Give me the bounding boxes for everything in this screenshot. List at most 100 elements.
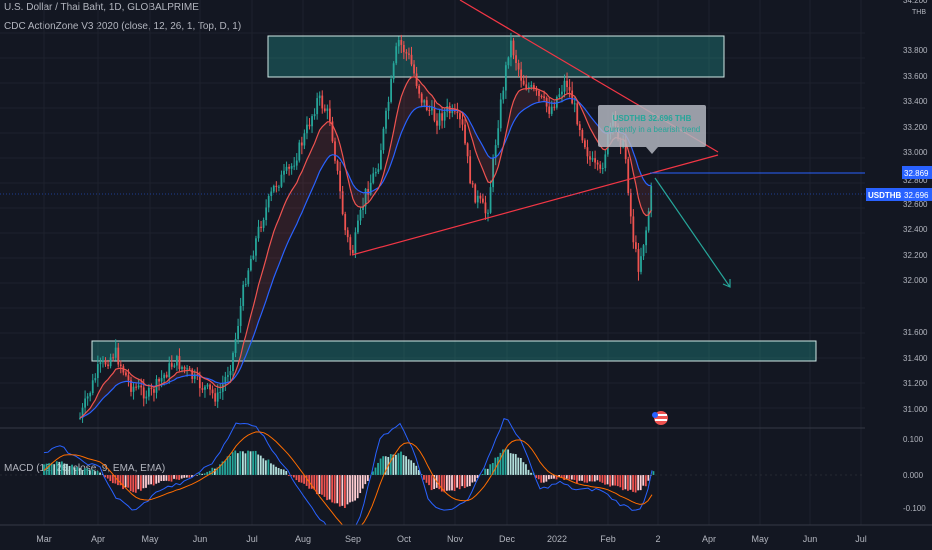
candle-body	[601, 168, 604, 170]
candle-body	[357, 220, 359, 233]
macd-bar	[229, 455, 232, 475]
macd-bar	[160, 475, 163, 482]
macd-bar	[185, 475, 188, 478]
macd-bar	[338, 475, 341, 507]
macd-bar	[624, 475, 627, 490]
candle-body	[252, 255, 255, 259]
macd-bar	[606, 475, 609, 485]
candle-body	[326, 108, 329, 111]
macd-bar	[499, 452, 502, 475]
candle-body	[186, 368, 188, 370]
macd-bar	[599, 475, 601, 482]
macd-bar	[601, 475, 604, 483]
candle-body	[300, 142, 303, 146]
candle-body	[377, 169, 380, 172]
macd-bar	[188, 475, 191, 478]
macd-bar	[537, 475, 540, 480]
candle-body	[527, 86, 530, 89]
macd-bar	[377, 462, 379, 475]
time-tick-label: Sep	[345, 534, 361, 544]
candle-body	[591, 158, 594, 160]
candle-body	[385, 110, 387, 129]
macd-bar	[150, 475, 152, 485]
candle-body	[191, 369, 194, 379]
candle-body	[237, 325, 239, 339]
macd-bar	[356, 475, 359, 499]
candle-body	[372, 173, 375, 183]
candle-body	[142, 387, 145, 399]
macd-bar	[293, 475, 295, 478]
candle-body	[206, 384, 209, 387]
candle-body	[280, 174, 283, 187]
macd-bar	[576, 475, 578, 483]
macd-bar	[129, 475, 132, 492]
candle-body	[331, 121, 334, 142]
macd-bar	[461, 475, 464, 487]
macd-bar	[392, 454, 395, 475]
macd-bar	[555, 475, 558, 480]
macd-bar	[530, 472, 532, 475]
macd-bar	[326, 475, 328, 501]
macd-bar	[438, 475, 441, 490]
candle-body	[150, 387, 153, 390]
macd-bar	[221, 461, 224, 475]
candle-body	[515, 55, 517, 64]
time-tick-label: Jun	[803, 534, 818, 544]
macd-bar	[203, 473, 206, 475]
macd-bar	[627, 475, 629, 491]
macd-bar	[109, 475, 112, 482]
candle-body	[647, 211, 650, 231]
time-tick-label: Jul	[855, 534, 867, 544]
candle-body	[91, 380, 94, 394]
candle-body	[114, 347, 117, 358]
macd-bar	[514, 454, 517, 475]
macd-bar	[145, 475, 147, 488]
macd-bar	[259, 455, 262, 475]
candle-body	[474, 184, 477, 203]
macd-bar	[639, 475, 642, 491]
macd-bar	[443, 475, 446, 493]
macd-bar	[224, 460, 226, 475]
macd-bar	[405, 456, 407, 475]
candle-body	[229, 371, 232, 376]
macd-bar	[310, 475, 313, 489]
candle-body	[507, 57, 510, 66]
candle-body	[308, 124, 311, 127]
candle-body	[132, 386, 135, 392]
candle-body	[329, 108, 331, 122]
macd-bar	[219, 464, 221, 475]
candle-body	[397, 40, 400, 47]
candle-body	[260, 226, 262, 228]
macd-bar	[111, 475, 114, 484]
macd-bar	[336, 475, 339, 504]
time-tick-label: Jul	[246, 534, 258, 544]
macd-bar	[573, 475, 576, 480]
macd-bar	[285, 470, 288, 475]
candle-body	[492, 157, 494, 188]
candle-body	[387, 101, 390, 111]
candle-body	[232, 353, 234, 372]
candle-body	[160, 378, 163, 382]
macd-bar	[168, 475, 170, 482]
macd-bar	[354, 475, 356, 501]
candle-body	[632, 216, 635, 243]
macd-bar	[430, 475, 433, 491]
macd-bar	[446, 475, 448, 491]
candle-body	[635, 242, 637, 250]
macd-bar	[321, 475, 323, 495]
macd-bar	[132, 475, 135, 493]
macd-tick-label: 0.000	[903, 471, 924, 480]
candle-body	[107, 364, 109, 367]
macd-bar	[614, 475, 617, 486]
time-tick-label: Oct	[397, 534, 412, 544]
price-tick-label: 33.800	[903, 46, 928, 55]
macd-bar	[127, 475, 130, 488]
price-tick-label: 32.600	[903, 200, 928, 209]
macd-bar	[89, 470, 91, 475]
candle-body	[538, 90, 540, 96]
time-tick-label: Nov	[447, 534, 464, 544]
candle-body	[408, 53, 410, 55]
candle-body	[188, 368, 191, 370]
candle-body	[494, 145, 497, 158]
